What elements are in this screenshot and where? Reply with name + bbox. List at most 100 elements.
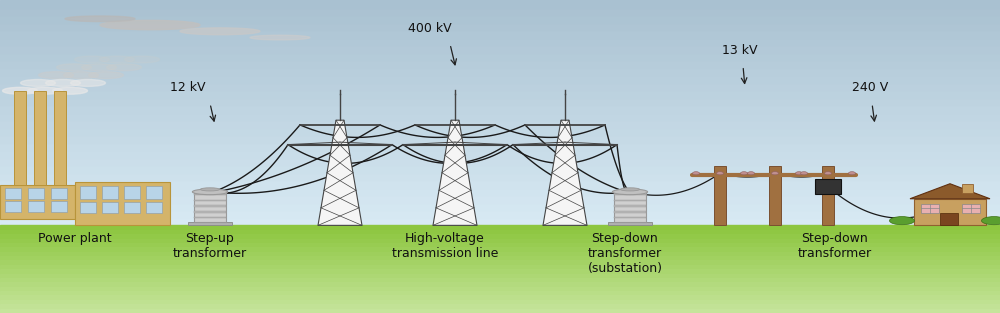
Ellipse shape [38,72,74,79]
Bar [962,204,980,213]
Bar [0,150,1000,158]
Ellipse shape [46,80,81,86]
Ellipse shape [981,217,1000,225]
Bar [0,143,1000,150]
Ellipse shape [56,64,92,71]
Bar [102,202,118,213]
Ellipse shape [716,172,724,175]
Bar [0,203,1000,210]
Bar [0,113,1000,120]
Bar [0,165,1000,173]
Bar [0,295,1000,300]
Ellipse shape [100,20,200,30]
Bar [0,278,1000,282]
Bar [0,252,1000,256]
Ellipse shape [125,56,160,63]
Bar [0,105,1000,113]
Bar [51,201,67,212]
Bar [0,210,1000,218]
Bar [714,166,726,225]
Text: Step-down
transformer
(substation): Step-down transformer (substation) [588,232,662,275]
Bar [0,98,1000,105]
Bar [0,180,1000,188]
Ellipse shape [824,172,832,175]
Bar [28,201,44,212]
Bar [614,192,646,222]
Bar [614,200,646,201]
Ellipse shape [848,172,856,175]
Bar [80,186,96,199]
Bar [194,194,226,195]
Bar [194,211,226,213]
Bar [815,179,841,194]
Bar [194,200,226,201]
Bar [0,30,1000,38]
Bar [0,256,1000,260]
Bar [54,91,66,185]
Bar [614,206,646,207]
Text: Power plant: Power plant [38,232,112,245]
Bar [0,68,1000,75]
Bar [0,265,1000,269]
Bar [0,38,1000,45]
Bar [0,188,1000,195]
Bar [962,184,973,193]
Bar [0,247,1000,252]
Bar [0,8,1000,15]
Bar [102,186,118,199]
Bar [614,194,646,195]
Bar [0,195,1000,203]
Ellipse shape [192,189,228,195]
Bar [0,173,1000,180]
Ellipse shape [180,28,260,35]
Bar [0,23,1000,30]
Bar [0,120,1000,128]
Ellipse shape [250,35,310,40]
Bar [914,199,986,225]
Ellipse shape [106,64,142,71]
Bar [146,186,162,199]
Bar [0,218,1000,225]
Text: 13 kV: 13 kV [722,44,758,57]
Bar [0,15,1000,23]
Bar [0,260,1000,265]
Bar [0,243,1000,247]
Bar [0,304,1000,309]
Ellipse shape [64,72,99,79]
Bar [124,186,140,199]
Bar [0,234,1000,239]
Ellipse shape [88,72,124,79]
Bar [940,213,958,225]
Ellipse shape [612,189,648,195]
Ellipse shape [800,172,807,175]
Polygon shape [318,120,362,225]
Polygon shape [433,120,477,225]
Bar [0,135,1000,143]
Bar [0,225,1000,230]
Bar [0,158,1000,165]
Ellipse shape [748,172,755,175]
Bar [28,188,44,199]
Bar [0,269,1000,274]
Bar [34,91,46,185]
Bar [0,287,1000,291]
Bar [0,45,1000,53]
Bar [0,309,1000,313]
Ellipse shape [740,172,748,175]
Bar [822,166,834,225]
Ellipse shape [70,80,106,86]
Bar [194,206,226,207]
Ellipse shape [3,87,38,94]
Ellipse shape [21,80,56,86]
Text: 240 V: 240 V [852,81,888,94]
Polygon shape [543,120,587,225]
Bar [0,185,75,219]
Bar [0,230,1000,234]
Text: 400 kV: 400 kV [408,22,452,35]
Ellipse shape [772,172,778,175]
Polygon shape [910,184,990,199]
Bar [14,91,26,185]
Ellipse shape [692,172,700,175]
Ellipse shape [82,64,116,71]
Ellipse shape [796,172,802,175]
